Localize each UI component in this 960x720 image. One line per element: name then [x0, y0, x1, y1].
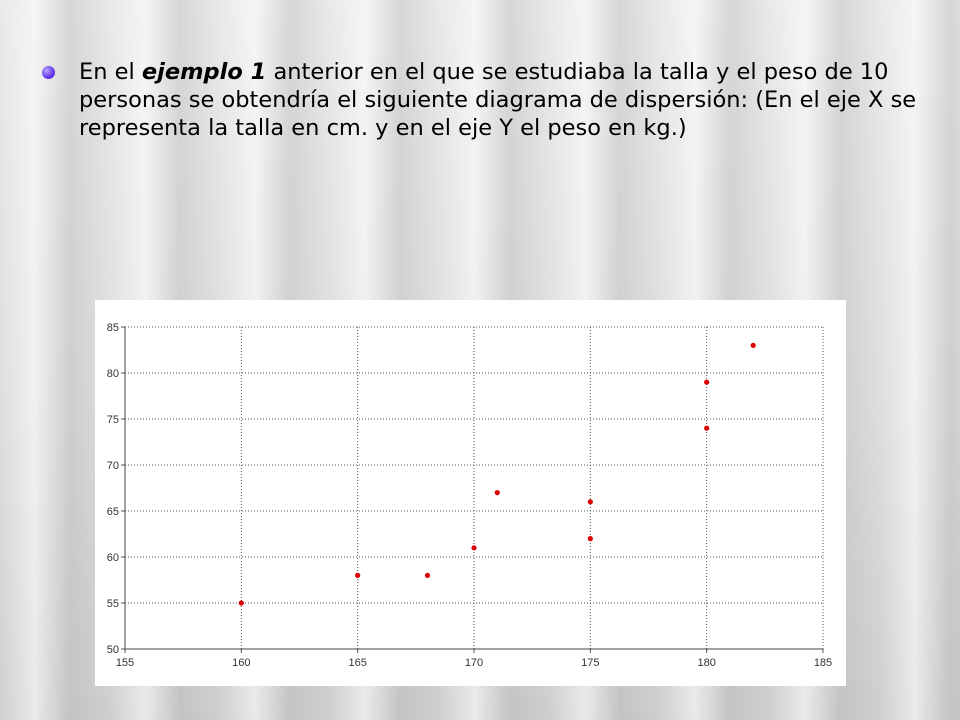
y-tick-label: 65 [107, 506, 119, 518]
data-point [704, 379, 710, 385]
scatter-chart: 155 160 165 170 175 180 185 50 55 60 65 70 75 80 85 [95, 300, 846, 686]
y-tick-label: 55 [107, 598, 119, 610]
x-tick-label: 170 [465, 657, 483, 669]
data-point [704, 425, 710, 431]
text-emphasis: ejemplo 1 [141, 59, 267, 85]
chart-svg: 155 160 165 170 175 180 185 50 55 60 65 70 75 80 85 [107, 322, 832, 669]
text-part-1: En el [79, 59, 142, 85]
data-point [750, 342, 756, 348]
data-point [355, 572, 361, 578]
bullet-icon [42, 66, 55, 79]
x-tick-label: 155 [116, 657, 134, 669]
data-point [471, 545, 477, 551]
x-tick-label: 185 [814, 657, 832, 669]
y-tick-label: 60 [107, 552, 119, 564]
x-tick-label: 160 [232, 657, 250, 669]
y-tick-label: 50 [107, 644, 119, 656]
y-tick-label: 80 [107, 368, 119, 380]
y-tick-label: 85 [107, 322, 119, 334]
slide-text-body: En el ejemplo 1 anterior en el que se es… [79, 58, 922, 142]
data-point [424, 572, 431, 578]
data-point [587, 536, 593, 542]
bullet-paragraph: En el ejemplo 1 anterior en el que se es… [42, 58, 922, 142]
text-part-3: anterior en el que se estudiaba la talla… [79, 59, 917, 141]
x-tick-label: 175 [581, 657, 599, 669]
data-point [238, 600, 244, 606]
x-tick-label: 180 [697, 657, 715, 669]
y-tick-label: 70 [107, 460, 119, 472]
data-point [494, 490, 500, 496]
data-point [587, 499, 593, 505]
y-tick-label: 75 [107, 414, 119, 426]
x-tick-label: 165 [348, 657, 366, 669]
